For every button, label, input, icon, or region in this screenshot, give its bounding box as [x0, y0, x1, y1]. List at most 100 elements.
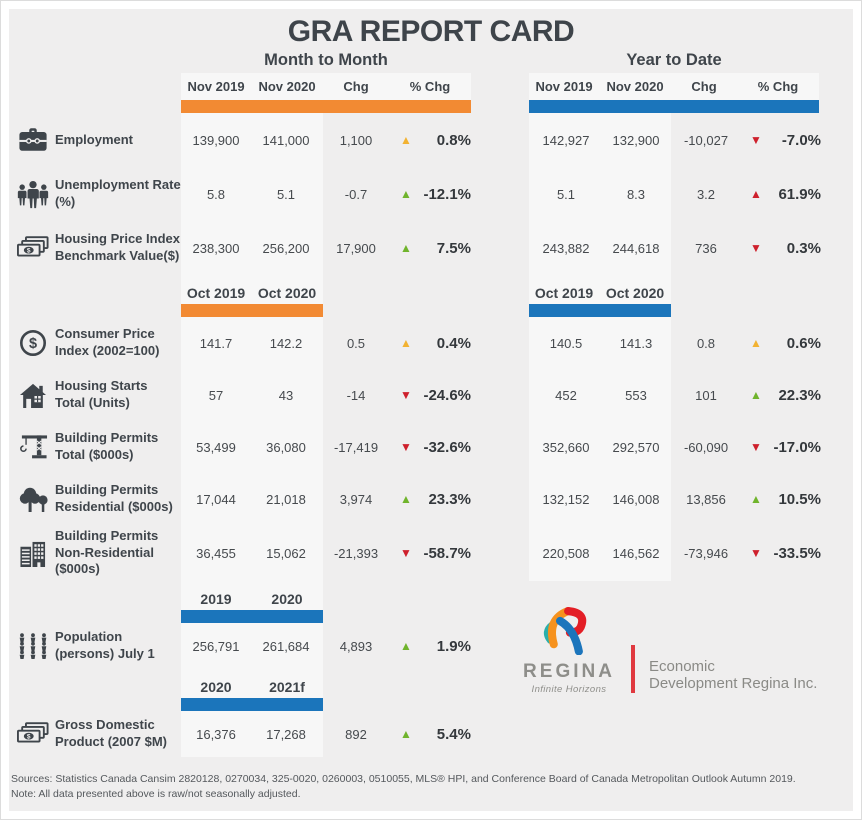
triangle-icon	[750, 187, 762, 201]
column-highlight-band	[529, 73, 819, 101]
ytd-value-curr: 132,900	[612, 132, 660, 148]
row-label: Building Permits Residential ($000s)	[55, 482, 173, 514]
mtm-trend	[391, 131, 421, 149]
report-card: GRA REPORT CARD Month to Month Nov 2019 …	[9, 9, 853, 811]
mtm-change: 0.5	[346, 335, 366, 351]
mtm-trend	[391, 239, 421, 257]
note-line: Note: All data presented above is raw/no…	[11, 788, 301, 801]
footer-notes: Sources: Statistics Canada Cansim 282012…	[11, 772, 796, 804]
mtm-value-curr: 43	[278, 387, 294, 403]
mtm-value-curr: 261,684	[262, 638, 310, 654]
row-label: Employment	[55, 131, 134, 147]
ytd-pct-change: -33.5%	[773, 544, 821, 562]
triangle-icon	[400, 639, 412, 653]
triangle-icon	[750, 388, 762, 402]
mtm-value-prev: 5.8	[206, 186, 226, 202]
ytd-value-prev: 5.1	[556, 186, 576, 202]
mtm-value-curr: 256,200	[262, 240, 310, 256]
column-header: Nov 2020	[606, 79, 664, 94]
mtm-change: 4,893	[339, 638, 373, 654]
table-row: Housing Starts Total (Units) 57 43 -14 -…	[9, 369, 853, 421]
svg-text:$: $	[27, 733, 31, 740]
banknotes-icon: $	[9, 235, 55, 261]
table-row: $ Gross Domestic Product (2007 $M) 16,37…	[9, 711, 853, 757]
mtm-trend	[391, 334, 421, 352]
ytd-value-curr: 141.3	[619, 335, 653, 351]
mtm-pct-change: -58.7%	[423, 544, 471, 562]
ytd-pct-change: -7.0%	[781, 131, 821, 149]
mtm-value-prev: 139,900	[192, 132, 240, 148]
briefcase-icon	[9, 127, 55, 153]
ytd-trend	[741, 544, 771, 562]
triangle-icon	[400, 546, 412, 560]
ytd-value-curr: 553	[625, 387, 647, 403]
ytd-change: -10,027	[683, 132, 729, 148]
mtm-value-curr: 5.1	[276, 186, 296, 202]
ytd-pct-change: 61.9%	[778, 185, 821, 203]
column-header: Nov 2020	[258, 79, 316, 94]
column-highlight-band	[181, 113, 323, 757]
ytd-pct-change: 0.6%	[786, 334, 821, 352]
period-underline-bar	[529, 304, 671, 317]
row-label: Building Permits Non-Residential ($000s)	[55, 527, 159, 577]
triangle-icon	[400, 133, 412, 147]
section-title: Year to Date	[626, 51, 722, 69]
mtm-pct-change: 23.3%	[428, 490, 471, 508]
ytd-change: 3.2	[696, 186, 716, 202]
month-to-month-header: Month to Month Nov 2019 Nov 2020 Chg % C…	[181, 51, 471, 113]
period-underline-bar	[181, 610, 323, 623]
period-label: 2019	[200, 591, 232, 607]
section-title: Month to Month	[264, 51, 388, 69]
column-highlight-band	[529, 113, 671, 581]
mtm-change: 892	[345, 726, 367, 742]
dollar-sign-icon: $	[9, 329, 55, 357]
ytd-value-curr: 146,008	[612, 491, 660, 507]
mtm-change: 17,900	[336, 240, 376, 256]
period-label: Oct 2019	[534, 285, 594, 301]
ytd-change: 0.8	[696, 335, 716, 351]
row-label: Gross Domestic Product (2007 $M)	[55, 717, 167, 749]
period-label: 2021f	[269, 679, 305, 695]
triangle-icon	[400, 336, 412, 350]
ytd-change: -73,946	[683, 545, 729, 561]
period-subheader-row: 2020 2021f	[9, 669, 853, 711]
column-header: Chg	[691, 79, 717, 94]
triangle-icon	[400, 727, 412, 741]
triangle-icon	[750, 241, 762, 255]
mtm-value-prev: 17,044	[196, 491, 236, 507]
column-header: % Chg	[409, 79, 451, 94]
section-underline-bar	[181, 100, 471, 113]
triangle-icon	[750, 336, 762, 350]
mtm-pct-change: 7.5%	[436, 239, 471, 257]
table-row: Building Permits Non-Residential ($000s)…	[9, 525, 853, 581]
triangle-icon	[400, 241, 412, 255]
mtm-value-curr: 15,062	[266, 545, 306, 561]
mtm-change: -21,393	[333, 545, 379, 561]
mtm-change: -14	[346, 387, 366, 403]
ytd-pct-change: 22.3%	[778, 386, 821, 404]
table-row: Employment 139,900 141,000 1,100 0.8% 14…	[9, 113, 853, 167]
mtm-pct-change: -24.6%	[423, 386, 471, 404]
column-header: % Chg	[757, 79, 799, 94]
house-icon	[9, 382, 55, 409]
mtm-pct-change: 0.4%	[436, 334, 471, 352]
mtm-value-curr: 17,268	[266, 726, 306, 742]
column-header: Nov 2019	[535, 79, 593, 94]
triangle-icon	[750, 133, 762, 147]
ytd-trend	[741, 185, 771, 203]
ytd-value-prev: 352,660	[542, 439, 590, 455]
row-label: Housing Starts Total (Units)	[55, 378, 148, 410]
triangle-icon	[750, 546, 762, 560]
buildings-icon	[9, 540, 55, 567]
ytd-trend	[741, 239, 771, 257]
mtm-value-curr: 142.2	[269, 335, 303, 351]
column-header: Chg	[343, 79, 369, 94]
brand-name: REGINA	[523, 661, 615, 682]
logo-divider	[631, 645, 635, 693]
ytd-value-prev: 452	[555, 387, 577, 403]
mtm-value-curr: 21,018	[266, 491, 306, 507]
column-header: Nov 2019	[187, 79, 245, 94]
ytd-pct-change: -17.0%	[773, 438, 821, 456]
row-label: Housing Price Index Benchmark Value($)	[55, 231, 180, 263]
